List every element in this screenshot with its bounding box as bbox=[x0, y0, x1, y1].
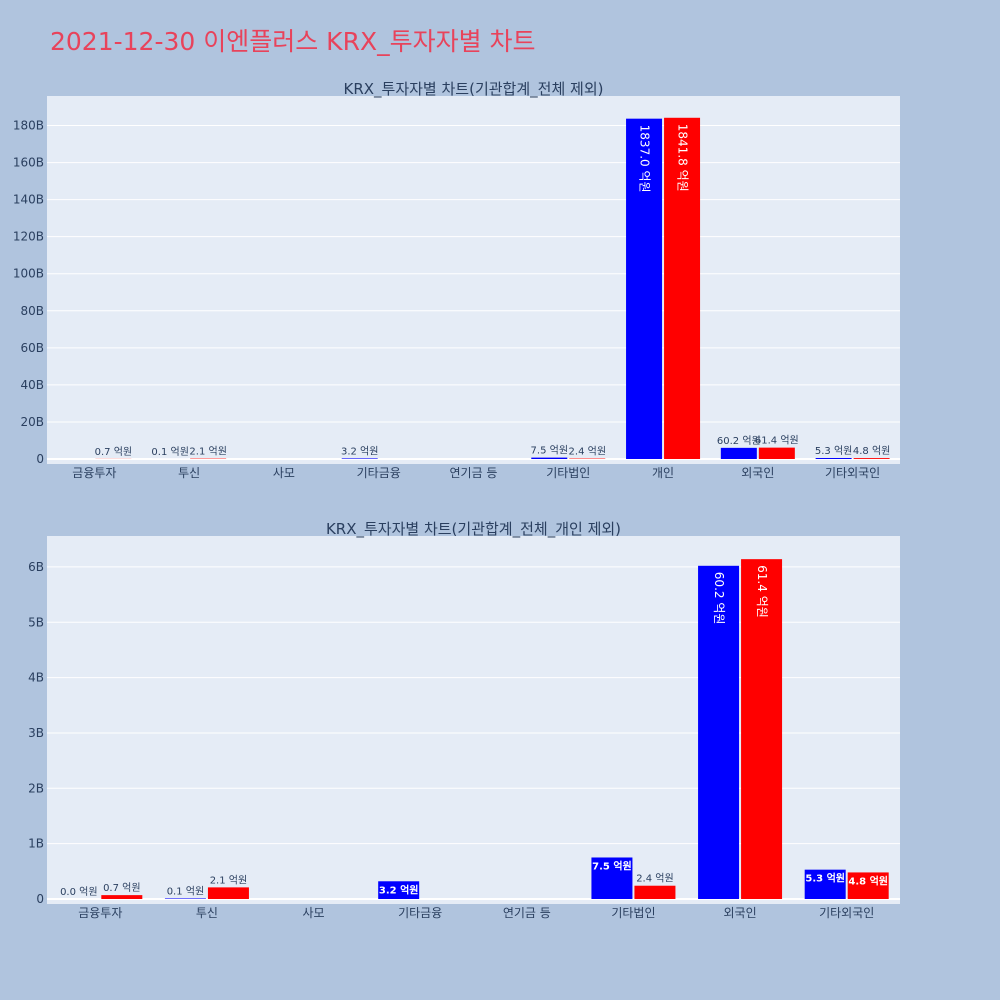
data-label: 0.7 억원 bbox=[103, 882, 140, 894]
sell-bar bbox=[664, 117, 701, 459]
x-tick-label: 금융투자 bbox=[72, 466, 116, 480]
plot-area bbox=[47, 96, 900, 464]
x-tick-label: 기타법인 bbox=[611, 906, 655, 920]
buy-bar bbox=[698, 565, 740, 899]
data-label: 2.1 억원 bbox=[189, 446, 226, 458]
sell-bar bbox=[207, 887, 249, 899]
x-tick-label: 기타금융 bbox=[357, 466, 401, 480]
sell-bar bbox=[634, 885, 676, 899]
buy-bar bbox=[378, 881, 420, 899]
y-tick-label: 140B bbox=[13, 193, 44, 207]
data-label: 0.1 억원 bbox=[167, 885, 204, 897]
data-label: 61.4 억원 bbox=[755, 565, 769, 618]
y-tick-label: 4B bbox=[28, 671, 44, 685]
x-tick-label: 기타외국인 bbox=[819, 906, 874, 920]
data-label: 1837.0 억원 bbox=[638, 125, 652, 193]
y-tick-label: 20B bbox=[20, 415, 44, 429]
x-tick-label: 연기금 등 bbox=[503, 906, 551, 920]
data-label: 0.1 억원 bbox=[151, 446, 188, 458]
buy-bar bbox=[815, 458, 852, 459]
x-tick-label: 연기금 등 bbox=[450, 466, 498, 480]
y-tick-label: 5B bbox=[28, 615, 44, 629]
data-label: 1841.8 억원 bbox=[676, 124, 690, 192]
x-tick-label: 기타법인 bbox=[546, 466, 590, 480]
sell-bar bbox=[101, 895, 143, 899]
y-tick-label: 0 bbox=[36, 452, 44, 466]
data-label: 61.4 억원 bbox=[755, 435, 799, 447]
buy-bar bbox=[164, 898, 206, 899]
chart-title: KRX_투자자별 차트(기관합계_전체_개인 제외) bbox=[326, 520, 621, 539]
y-tick-label: 6B bbox=[28, 560, 44, 574]
x-tick-label: 사모 bbox=[273, 466, 295, 480]
buy-bar bbox=[341, 458, 378, 459]
x-tick-label: 투신 bbox=[196, 906, 218, 920]
x-tick-label: 투신 bbox=[178, 466, 200, 480]
sell-bar bbox=[847, 872, 889, 899]
data-label: 4.8 억원 bbox=[853, 445, 890, 457]
sell-bar bbox=[853, 458, 890, 459]
buy-bar bbox=[804, 869, 846, 899]
data-label: 2.1 억원 bbox=[210, 874, 247, 886]
y-tick-label: 80B bbox=[20, 304, 44, 318]
buy-bar bbox=[626, 118, 663, 460]
data-label: 7.5 억원 bbox=[592, 859, 632, 872]
data-label: 3.2 억원 bbox=[379, 883, 419, 896]
data-label: 0.0 억원 bbox=[60, 886, 97, 898]
chart-title: KRX_투자자별 차트(기관합계_전체 제외) bbox=[344, 80, 604, 99]
y-tick-label: 60B bbox=[20, 341, 44, 355]
buy-bar bbox=[531, 457, 568, 459]
top-chart: KRX_투자자별 차트(기관합계_전체 제외) 0 20B 40B 60B 80B 100B… bbox=[13, 80, 900, 480]
data-label: 5.3 억원 bbox=[805, 872, 845, 885]
data-label: 60.2 억원 bbox=[717, 435, 761, 447]
data-label: 7.5 억원 bbox=[531, 445, 568, 457]
x-tick-label: 외국인 bbox=[741, 466, 774, 480]
y-tick-label: 120B bbox=[13, 230, 44, 244]
x-tick-label: 기타외국인 bbox=[825, 466, 880, 480]
x-tick-label: 개인 bbox=[652, 466, 674, 480]
bottom-chart: KRX_투자자별 차트(기관합계_전체_개인 제외) 0 1B 2B 3B 4B 5B 6B 금… bbox=[28, 520, 900, 920]
y-tick-label: 1B bbox=[28, 837, 44, 851]
data-label: 3.2 억원 bbox=[341, 445, 378, 457]
data-label: 60.2 억원 bbox=[712, 572, 726, 625]
data-label: 2.4 억원 bbox=[636, 873, 673, 885]
y-tick-label: 180B bbox=[13, 119, 44, 133]
x-tick-label: 외국인 bbox=[724, 906, 757, 920]
data-label: 2.4 억원 bbox=[569, 446, 606, 458]
buy-bar bbox=[720, 447, 757, 459]
data-label: 4.8 억원 bbox=[848, 874, 888, 887]
y-tick-label: 40B bbox=[20, 378, 44, 392]
x-tick-label: 기타금융 bbox=[398, 906, 442, 920]
x-tick-label: 사모 bbox=[303, 906, 325, 920]
sell-bar bbox=[758, 447, 795, 459]
buy-bar bbox=[591, 857, 633, 899]
page-title: 2021-12-30 이엔플러스 KRX_투자자별 차트 bbox=[50, 27, 536, 56]
data-label: 0.7 억원 bbox=[95, 446, 132, 458]
y-tick-label: 160B bbox=[13, 156, 44, 170]
y-tick-label: 3B bbox=[28, 726, 44, 740]
y-tick-label: 100B bbox=[13, 267, 44, 281]
y-tick-label: 0 bbox=[36, 892, 44, 906]
sell-bar bbox=[741, 559, 783, 899]
y-tick-label: 2B bbox=[28, 781, 44, 795]
x-tick-label: 금융투자 bbox=[78, 906, 122, 920]
data-label: 5.3 억원 bbox=[815, 445, 852, 457]
